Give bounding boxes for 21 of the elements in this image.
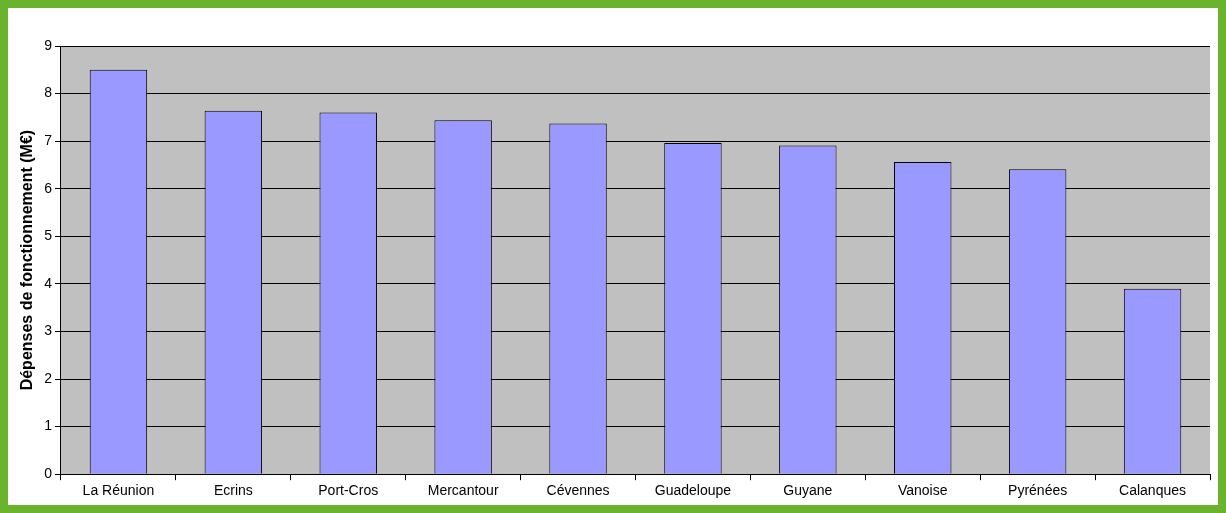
y-tick-label: 4: [44, 274, 53, 291]
x-tick-label: Calanques: [1119, 482, 1187, 499]
y-tick-label: 9: [44, 36, 53, 53]
y-tick-label: 7: [44, 132, 53, 149]
y-tick-label: 1: [44, 417, 53, 434]
x-tick-label: Vanoise: [897, 482, 948, 499]
x-tick-label: Port-Cros: [318, 482, 379, 499]
y-axis-title: Dépenses de fonctionnement (M€): [18, 129, 36, 391]
x-tick-label: Pyrénées: [1008, 482, 1068, 499]
x-tick-label: Cévennes: [546, 482, 610, 499]
x-tick-label: Mercantour: [427, 482, 499, 499]
x-tick-label: Guyane: [783, 482, 833, 499]
x-tick-label: La Réunion: [82, 482, 155, 499]
y-tick-label: 2: [44, 369, 53, 386]
y-tick-label: 0: [44, 465, 53, 482]
y-tick-label: 6: [44, 179, 53, 196]
y-tick-label: 5: [44, 227, 53, 244]
y-tick-label: 8: [44, 84, 53, 101]
y-tick-label: 3: [44, 322, 53, 339]
x-tick-label: Ecrins: [213, 482, 253, 499]
x-tick-label: Guadeloupe: [654, 482, 732, 499]
